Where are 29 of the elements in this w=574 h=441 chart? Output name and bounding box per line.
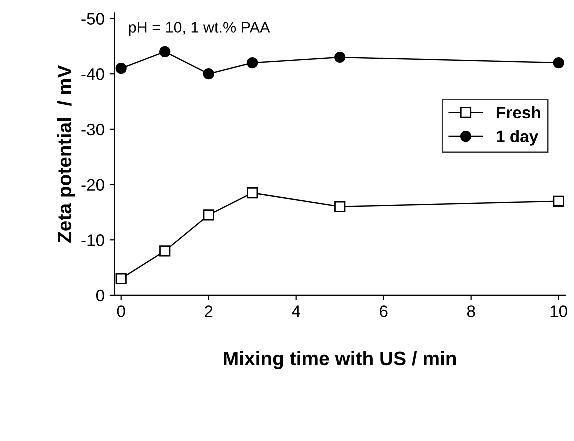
- annotation: pH = 10, 1 wt.% PAA: [129, 22, 270, 36]
- x-tick-label: 10: [550, 306, 568, 318]
- y-tick-label: -30: [82, 124, 104, 136]
- y-tick-label: -40: [82, 68, 104, 80]
- x-tick-label: 2: [205, 306, 213, 318]
- point: [553, 57, 564, 69]
- x-tick-label: 0: [117, 306, 126, 318]
- y-axis-title: Zeta potential / mV: [57, 65, 76, 243]
- legend-label: Fresh: [497, 106, 540, 119]
- x-tick-label: 8: [467, 306, 476, 318]
- point: [334, 52, 346, 64]
- point: [116, 63, 127, 74]
- point: [203, 210, 214, 221]
- point: [116, 273, 127, 284]
- y-tick-label: -10: [82, 234, 104, 246]
- point: [203, 68, 214, 80]
- point: [553, 196, 564, 207]
- point: [334, 201, 346, 212]
- x-tick-label: 6: [380, 306, 388, 318]
- legend-label: 1 day: [497, 130, 539, 146]
- x-tick-label: 4: [292, 306, 300, 318]
- point: [160, 46, 171, 58]
- x-axis-title: Mixing time with US / min: [224, 351, 456, 370]
- point: [247, 57, 258, 69]
- point: [160, 246, 171, 257]
- y-tick-label: -20: [82, 179, 104, 191]
- y-tick-label: 0: [96, 290, 104, 302]
- y-tick-label: -50: [82, 13, 104, 25]
- point: [247, 188, 258, 199]
